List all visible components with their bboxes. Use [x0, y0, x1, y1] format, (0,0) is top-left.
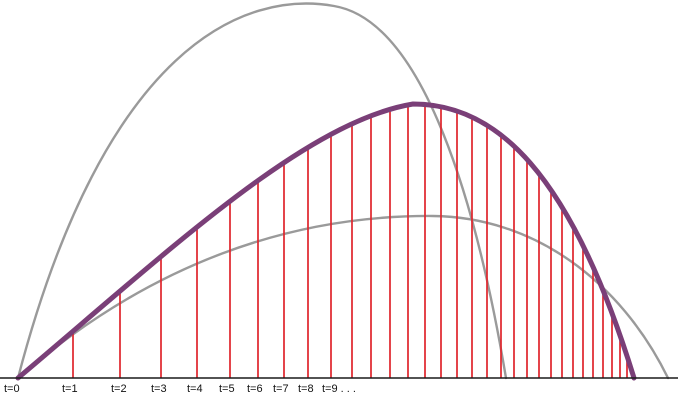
main-trajectory-curve [15, 101, 637, 381]
time-label-t9-ellipsis: t=9 . . . [322, 383, 356, 395]
time-label-t6: t=6 [247, 383, 263, 395]
time-label-t8: t=8 [298, 383, 314, 395]
time-label-t1: t=1 [62, 383, 78, 395]
vertical-lines-layer [72, 104, 628, 378]
time-labels-layer: t=0 t=1 t=2 t=3 t=4 t=5 t=6 t=7 t=8 t=9 … [4, 383, 356, 395]
time-label-t3: t=3 [151, 383, 167, 395]
gray-curves-layer [16, 2, 670, 380]
time-label-t2: t=2 [111, 383, 127, 395]
tall-gray-curve [16, 2, 508, 380]
time-label-t7: t=7 [273, 383, 289, 395]
time-label-t0: t=0 [4, 383, 20, 395]
time-label-t4: t=4 [187, 383, 203, 395]
time-label-t5: t=5 [219, 383, 235, 395]
